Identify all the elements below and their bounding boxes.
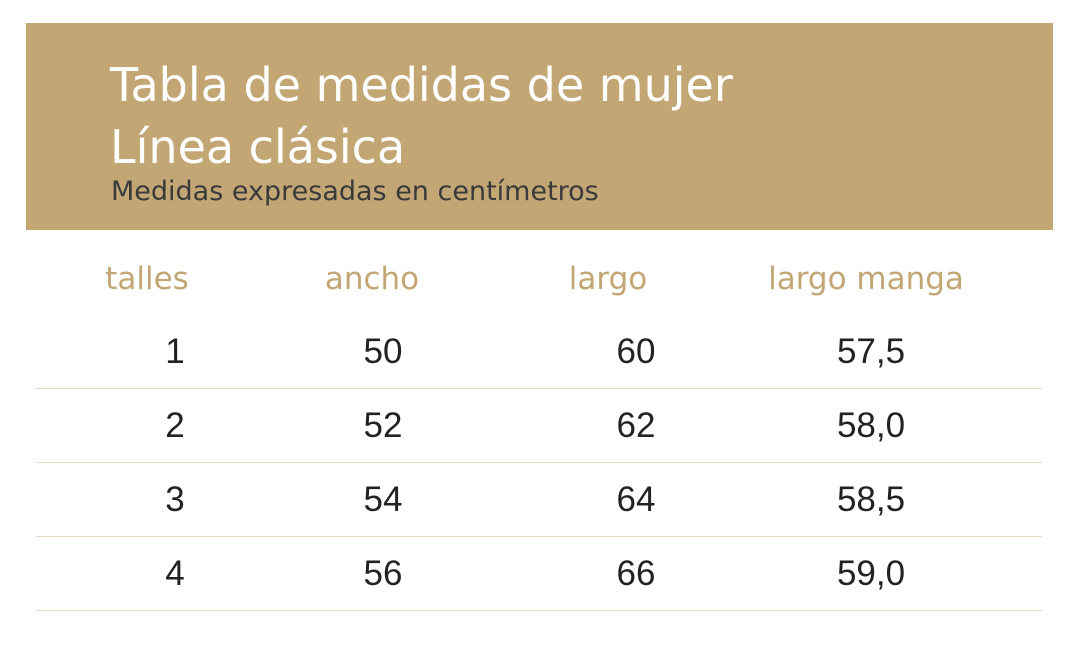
column-header-talles: talles xyxy=(105,261,189,297)
table-cell-largo: 66 xyxy=(616,554,656,593)
page-title: Tabla de medidas de mujer xyxy=(110,58,733,112)
table-cell-largo: 62 xyxy=(616,406,656,445)
page-title-line-2: Línea clásica xyxy=(110,120,406,174)
table-cell-talle: 1 xyxy=(165,332,185,371)
table-cell-ancho: 56 xyxy=(363,554,403,593)
table-cell-largo-manga: 57,5 xyxy=(836,332,906,371)
page-subtitle: Medidas expresadas en centímetros xyxy=(111,176,599,207)
title-banner xyxy=(26,23,1053,230)
table-cell-talle: 2 xyxy=(165,406,185,445)
table-row: 4 56 66 59,0 xyxy=(36,537,1042,611)
table-row: 2 52 62 58,0 xyxy=(36,389,1042,463)
table-cell-largo: 64 xyxy=(616,480,656,519)
table-cell-largo-manga: 58,0 xyxy=(836,406,906,445)
table-cell-largo-manga: 58,5 xyxy=(836,480,906,519)
table-row: 1 50 60 57,5 xyxy=(36,315,1042,389)
table-cell-ancho: 50 xyxy=(363,332,403,371)
table-cell-ancho: 54 xyxy=(363,480,403,519)
column-header-largo-manga: largo manga xyxy=(768,261,964,297)
table-cell-ancho: 52 xyxy=(363,406,403,445)
table-row: 3 54 64 58,5 xyxy=(36,463,1042,537)
column-header-largo: largo xyxy=(568,261,648,297)
table-cell-largo: 60 xyxy=(616,332,656,371)
table-cell-talle: 3 xyxy=(165,480,185,519)
column-header-ancho: ancho xyxy=(324,261,420,297)
table-cell-largo-manga: 59,0 xyxy=(836,554,906,593)
table-cell-talle: 4 xyxy=(165,554,185,593)
